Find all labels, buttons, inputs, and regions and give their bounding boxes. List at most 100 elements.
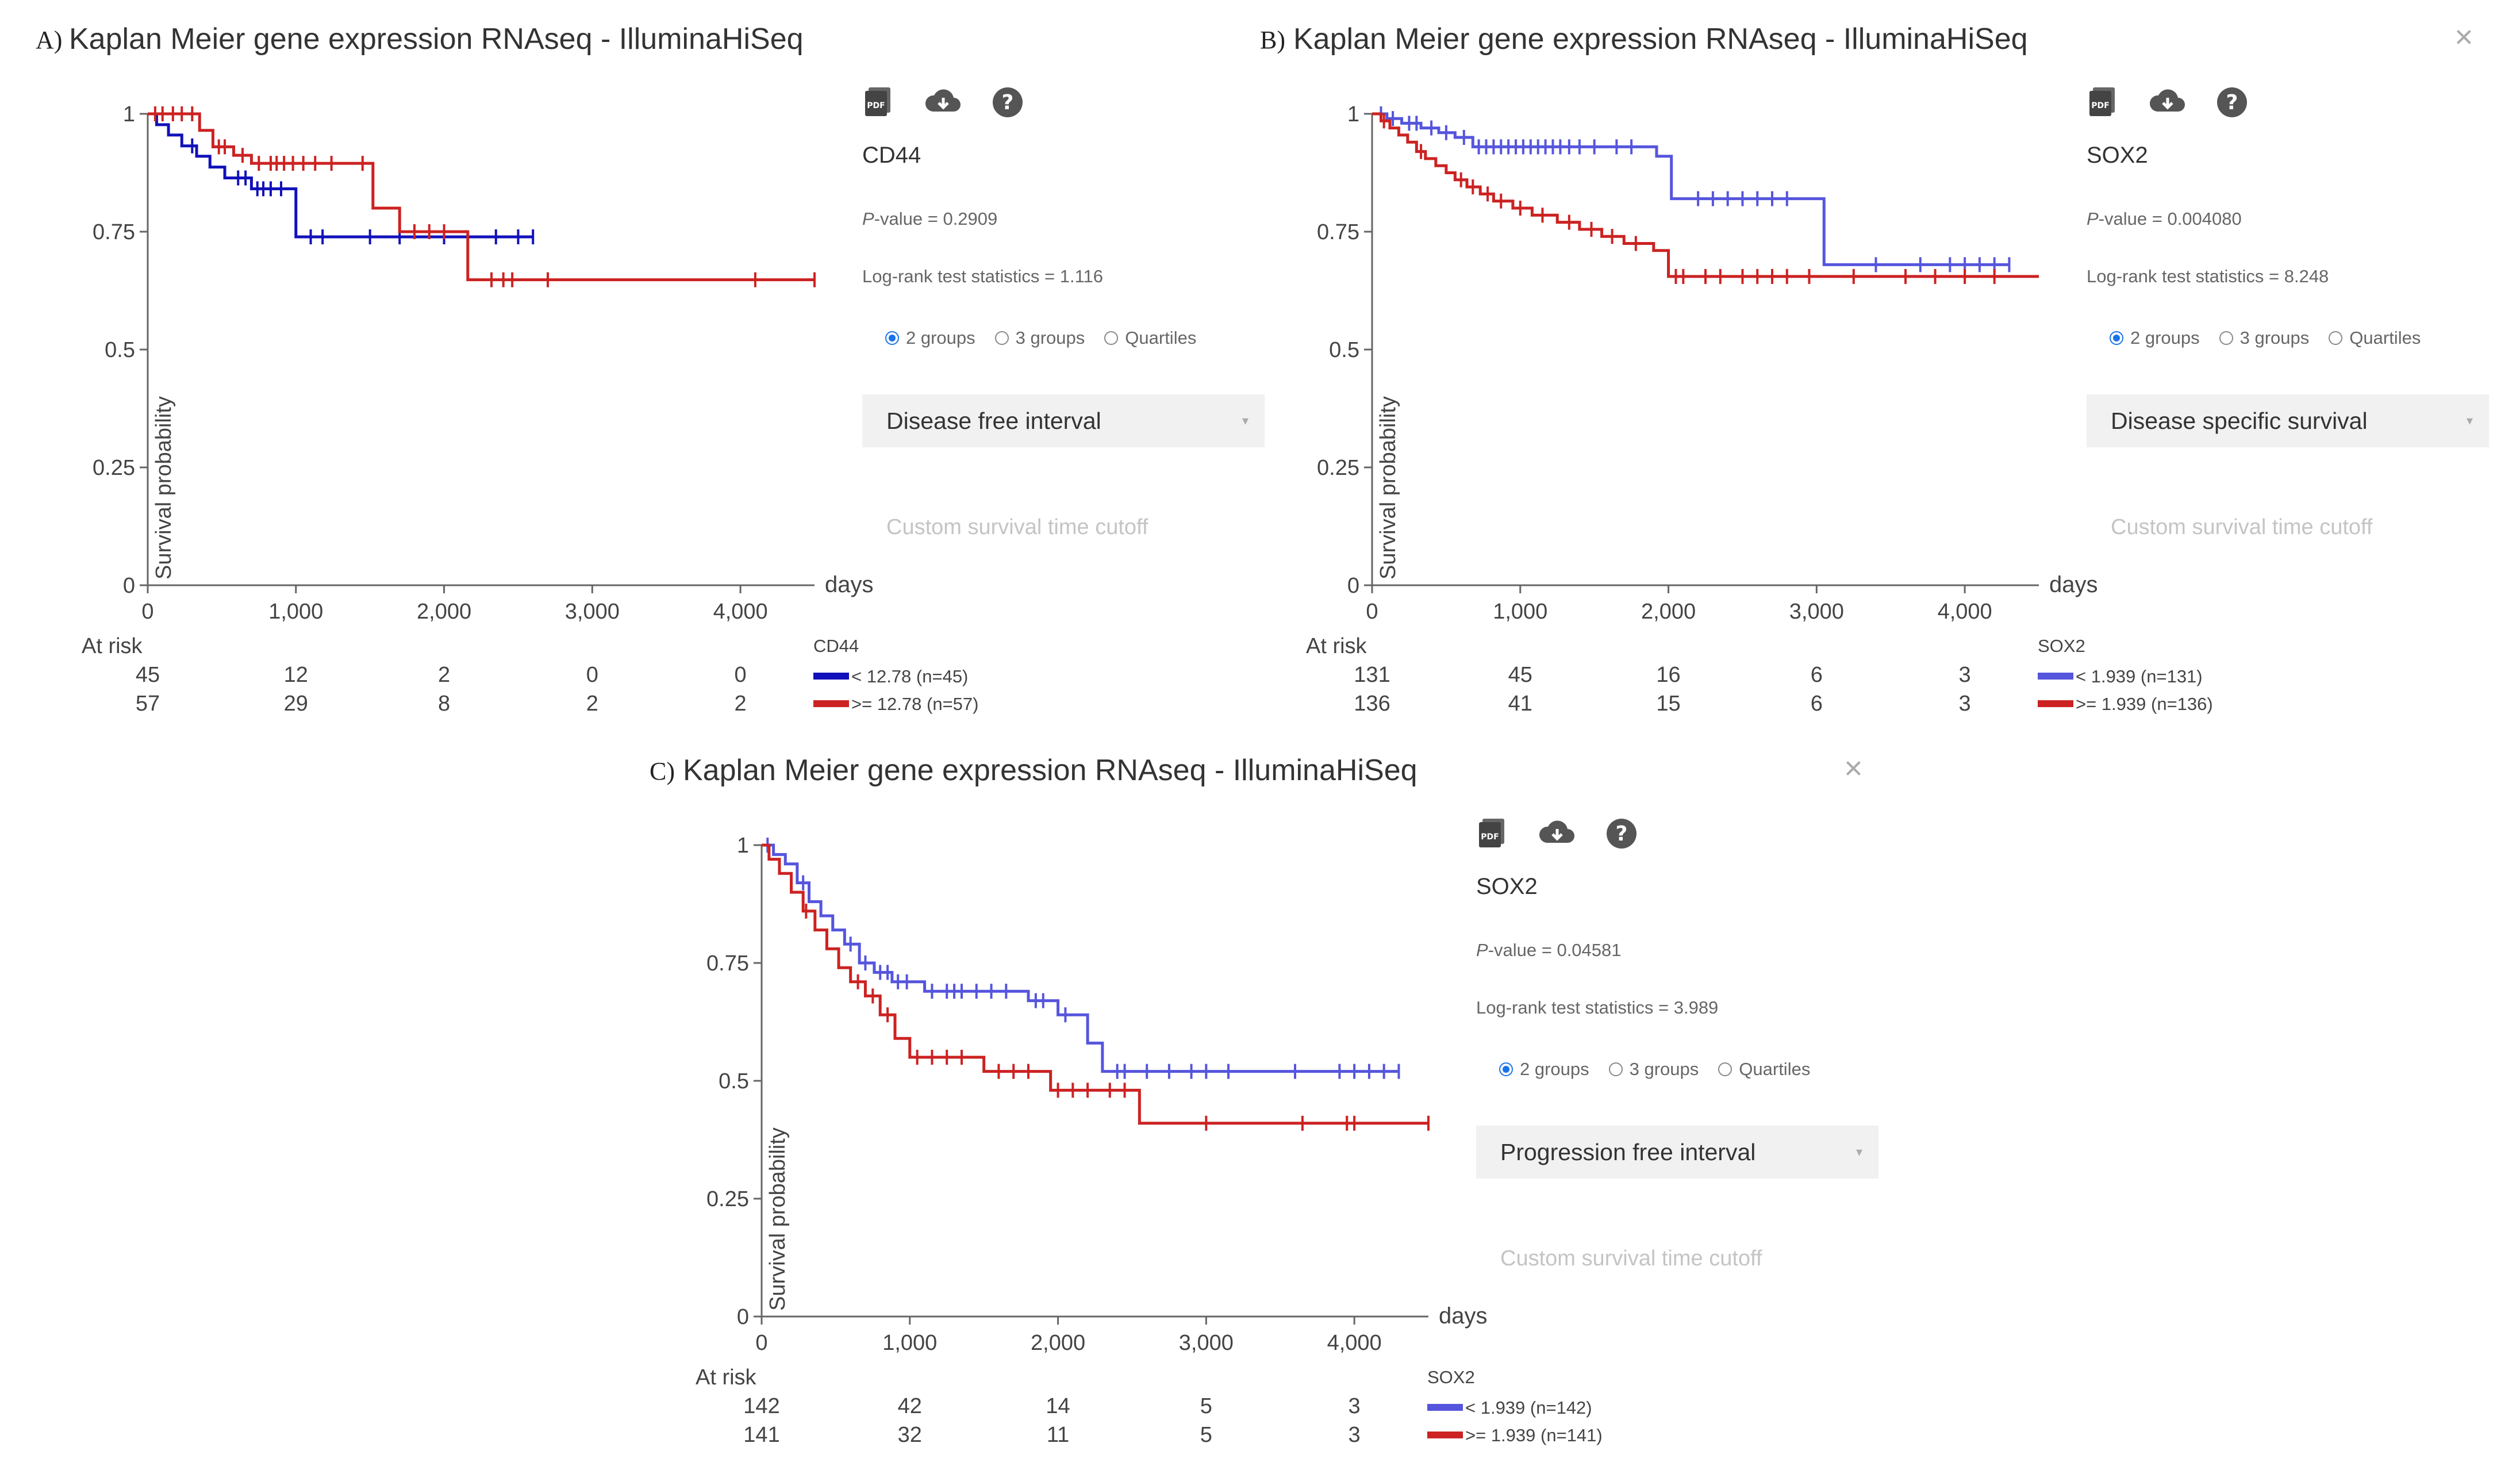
radio-option[interactable]: 2 groups bbox=[1499, 1059, 1589, 1080]
panel-c: C) Kaplan Meier gene expression RNAseq -… bbox=[650, 750, 1879, 1460]
help-icon[interactable]: ? bbox=[2211, 82, 2253, 123]
at-risk-count: 141 bbox=[743, 1423, 779, 1447]
legend-entry: < 12.78 (n=45) bbox=[851, 666, 968, 686]
at-risk-count: 3 bbox=[1959, 692, 1971, 716]
survival-endpoint-dropdown[interactable]: Progression free interval ▾ bbox=[1476, 1126, 1879, 1179]
radio-unchecked-icon bbox=[1608, 1062, 1623, 1076]
survival-endpoint-dropdown[interactable]: Disease specific survival ▾ bbox=[2087, 394, 2489, 447]
svg-text:?: ? bbox=[2226, 91, 2238, 114]
pdf-icon[interactable]: PDF bbox=[1472, 813, 1513, 854]
radio-option[interactable]: Quartiles bbox=[2329, 328, 2421, 348]
at-risk-count: 142 bbox=[743, 1394, 779, 1418]
survival-curve-1 bbox=[1372, 112, 2010, 266]
at-risk-label: At risk bbox=[82, 634, 143, 658]
km-chart: 0 0.25 0.5 0.75 1 0 1,000 2,000 3,000 4,000 days Su… bbox=[82, 102, 978, 716]
y-axis-label: Survival probability bbox=[1376, 396, 1400, 580]
at-risk-count: 0 bbox=[586, 663, 598, 687]
y-tick-label: 1 bbox=[123, 102, 135, 126]
y-tick-label: 0.25 bbox=[706, 1187, 749, 1211]
y-axis-label: Survival probability bbox=[152, 396, 176, 580]
dropdown-value: Disease specific survival bbox=[2111, 407, 2368, 434]
y-tick-label: 0 bbox=[737, 1305, 749, 1329]
at-risk-count: 12 bbox=[284, 663, 308, 687]
y-tick-label: 0.5 bbox=[1329, 338, 1359, 362]
svg-text:PDF: PDF bbox=[1481, 832, 1499, 842]
at-risk-count: 32 bbox=[898, 1423, 922, 1447]
radio-checked-icon bbox=[885, 331, 899, 345]
survival-curve-1 bbox=[762, 843, 1399, 1073]
custom-cutoff-input[interactable]: Custom survival time cutoff bbox=[886, 515, 1148, 539]
radio-label: 3 groups bbox=[1629, 1059, 1699, 1079]
radio-option[interactable]: 2 groups bbox=[2110, 328, 2200, 348]
at-risk-count: 16 bbox=[1656, 663, 1680, 687]
at-risk-count: 3 bbox=[1349, 1423, 1361, 1447]
at-risk-count: 45 bbox=[136, 663, 160, 687]
radio-option[interactable]: Quartiles bbox=[1104, 328, 1196, 348]
radio-option[interactable]: Quartiles bbox=[1718, 1059, 1810, 1080]
x-tick-label: 4,000 bbox=[713, 600, 768, 624]
p-value-italic: P bbox=[2087, 209, 2099, 229]
survival-endpoint-dropdown[interactable]: Disease free interval ▾ bbox=[862, 394, 1265, 447]
radio-label: 2 groups bbox=[1520, 1059, 1589, 1079]
x-axis-label: days bbox=[1439, 1303, 1488, 1329]
p-value: P-value = 0.2909 bbox=[862, 209, 997, 229]
y-tick-label: 1 bbox=[1347, 102, 1359, 126]
km-chart: 0 0.25 0.5 0.75 1 0 1,000 2,000 3,000 4,000 days Su… bbox=[696, 834, 1603, 1447]
at-risk-count: 6 bbox=[1811, 692, 1823, 716]
y-tick-label: 0.5 bbox=[719, 1069, 749, 1093]
y-axis-label: Survival probability bbox=[766, 1127, 790, 1311]
custom-cutoff-input[interactable]: Custom survival time cutoff bbox=[1500, 1246, 1762, 1271]
legend-entry: >= 12.78 (n=57) bbox=[851, 694, 978, 714]
gene-name: CD44 bbox=[862, 143, 921, 168]
at-risk-count: 42 bbox=[898, 1394, 922, 1418]
x-tick-label: 3,000 bbox=[1179, 1331, 1234, 1355]
toolbar: PDF ? bbox=[858, 82, 1028, 123]
x-tick-label: 2,000 bbox=[1031, 1331, 1085, 1355]
radio-label: 3 groups bbox=[2239, 328, 2310, 348]
x-tick-label: 2,000 bbox=[417, 600, 471, 624]
km-chart: 0 0.25 0.5 0.75 1 0 1,000 2,000 3,000 4,000 days Su… bbox=[1306, 102, 2213, 716]
cloud-download-icon[interactable] bbox=[923, 82, 964, 123]
close-button[interactable]: × bbox=[1844, 750, 1863, 786]
panel-b: B) Kaplan Meier gene expression RNAseq -… bbox=[1260, 18, 2489, 729]
at-risk-count: 136 bbox=[1354, 692, 1390, 716]
at-risk-count: 29 bbox=[284, 692, 308, 716]
radio-checked-icon bbox=[2110, 331, 2123, 345]
radio-option[interactable]: 2 groups bbox=[885, 328, 975, 348]
chevron-down-icon: ▾ bbox=[2466, 413, 2473, 428]
close-button[interactable]: × bbox=[2454, 18, 2473, 55]
cloud-download-icon[interactable] bbox=[1536, 813, 1578, 854]
x-tick-label: 0 bbox=[1366, 600, 1378, 624]
p-value: P-value = 0.04581 bbox=[1476, 940, 1622, 961]
x-tick-label: 2,000 bbox=[1641, 600, 1696, 624]
x-tick-label: 3,000 bbox=[565, 600, 620, 624]
radio-option[interactable]: 3 groups bbox=[1608, 1059, 1699, 1080]
survival-curve-1 bbox=[148, 112, 533, 239]
x-axis-label: days bbox=[825, 572, 874, 597]
pdf-icon[interactable]: PDF bbox=[2083, 82, 2124, 123]
help-icon[interactable]: ? bbox=[987, 82, 1028, 123]
p-value-italic: P bbox=[862, 209, 874, 229]
panel-letter: B) bbox=[1260, 26, 1285, 54]
at-risk-count: 8 bbox=[438, 692, 450, 716]
custom-cutoff-input[interactable]: Custom survival time cutoff bbox=[2111, 515, 2373, 539]
legend-title: SOX2 bbox=[1427, 1367, 1475, 1387]
survival-curve-2 bbox=[762, 843, 1428, 1125]
logrank-statistic: Log-rank test statistics = 8.248 bbox=[2087, 266, 2329, 286]
y-tick-label: 0.75 bbox=[93, 220, 135, 244]
cloud-download-icon[interactable] bbox=[2147, 82, 2188, 123]
at-risk-count: 6 bbox=[1811, 663, 1823, 687]
radio-unchecked-icon bbox=[1718, 1062, 1732, 1076]
at-risk-count: 5 bbox=[1200, 1423, 1212, 1447]
radio-option[interactable]: 3 groups bbox=[994, 328, 1085, 348]
pdf-icon[interactable]: PDF bbox=[858, 82, 900, 123]
at-risk-count: 2 bbox=[586, 692, 598, 716]
radio-option[interactable]: 3 groups bbox=[2219, 328, 2310, 348]
x-axis-label: days bbox=[2049, 572, 2098, 597]
radio-label: 3 groups bbox=[1015, 328, 1085, 348]
help-icon[interactable]: ? bbox=[1601, 813, 1642, 854]
panel-title: Kaplan Meier gene expression RNAseq - Il… bbox=[1293, 22, 2028, 56]
radio-label: Quartiles bbox=[1125, 328, 1197, 348]
dropdown-value: Disease free interval bbox=[886, 407, 1101, 434]
y-tick-label: 0.75 bbox=[1317, 220, 1359, 244]
